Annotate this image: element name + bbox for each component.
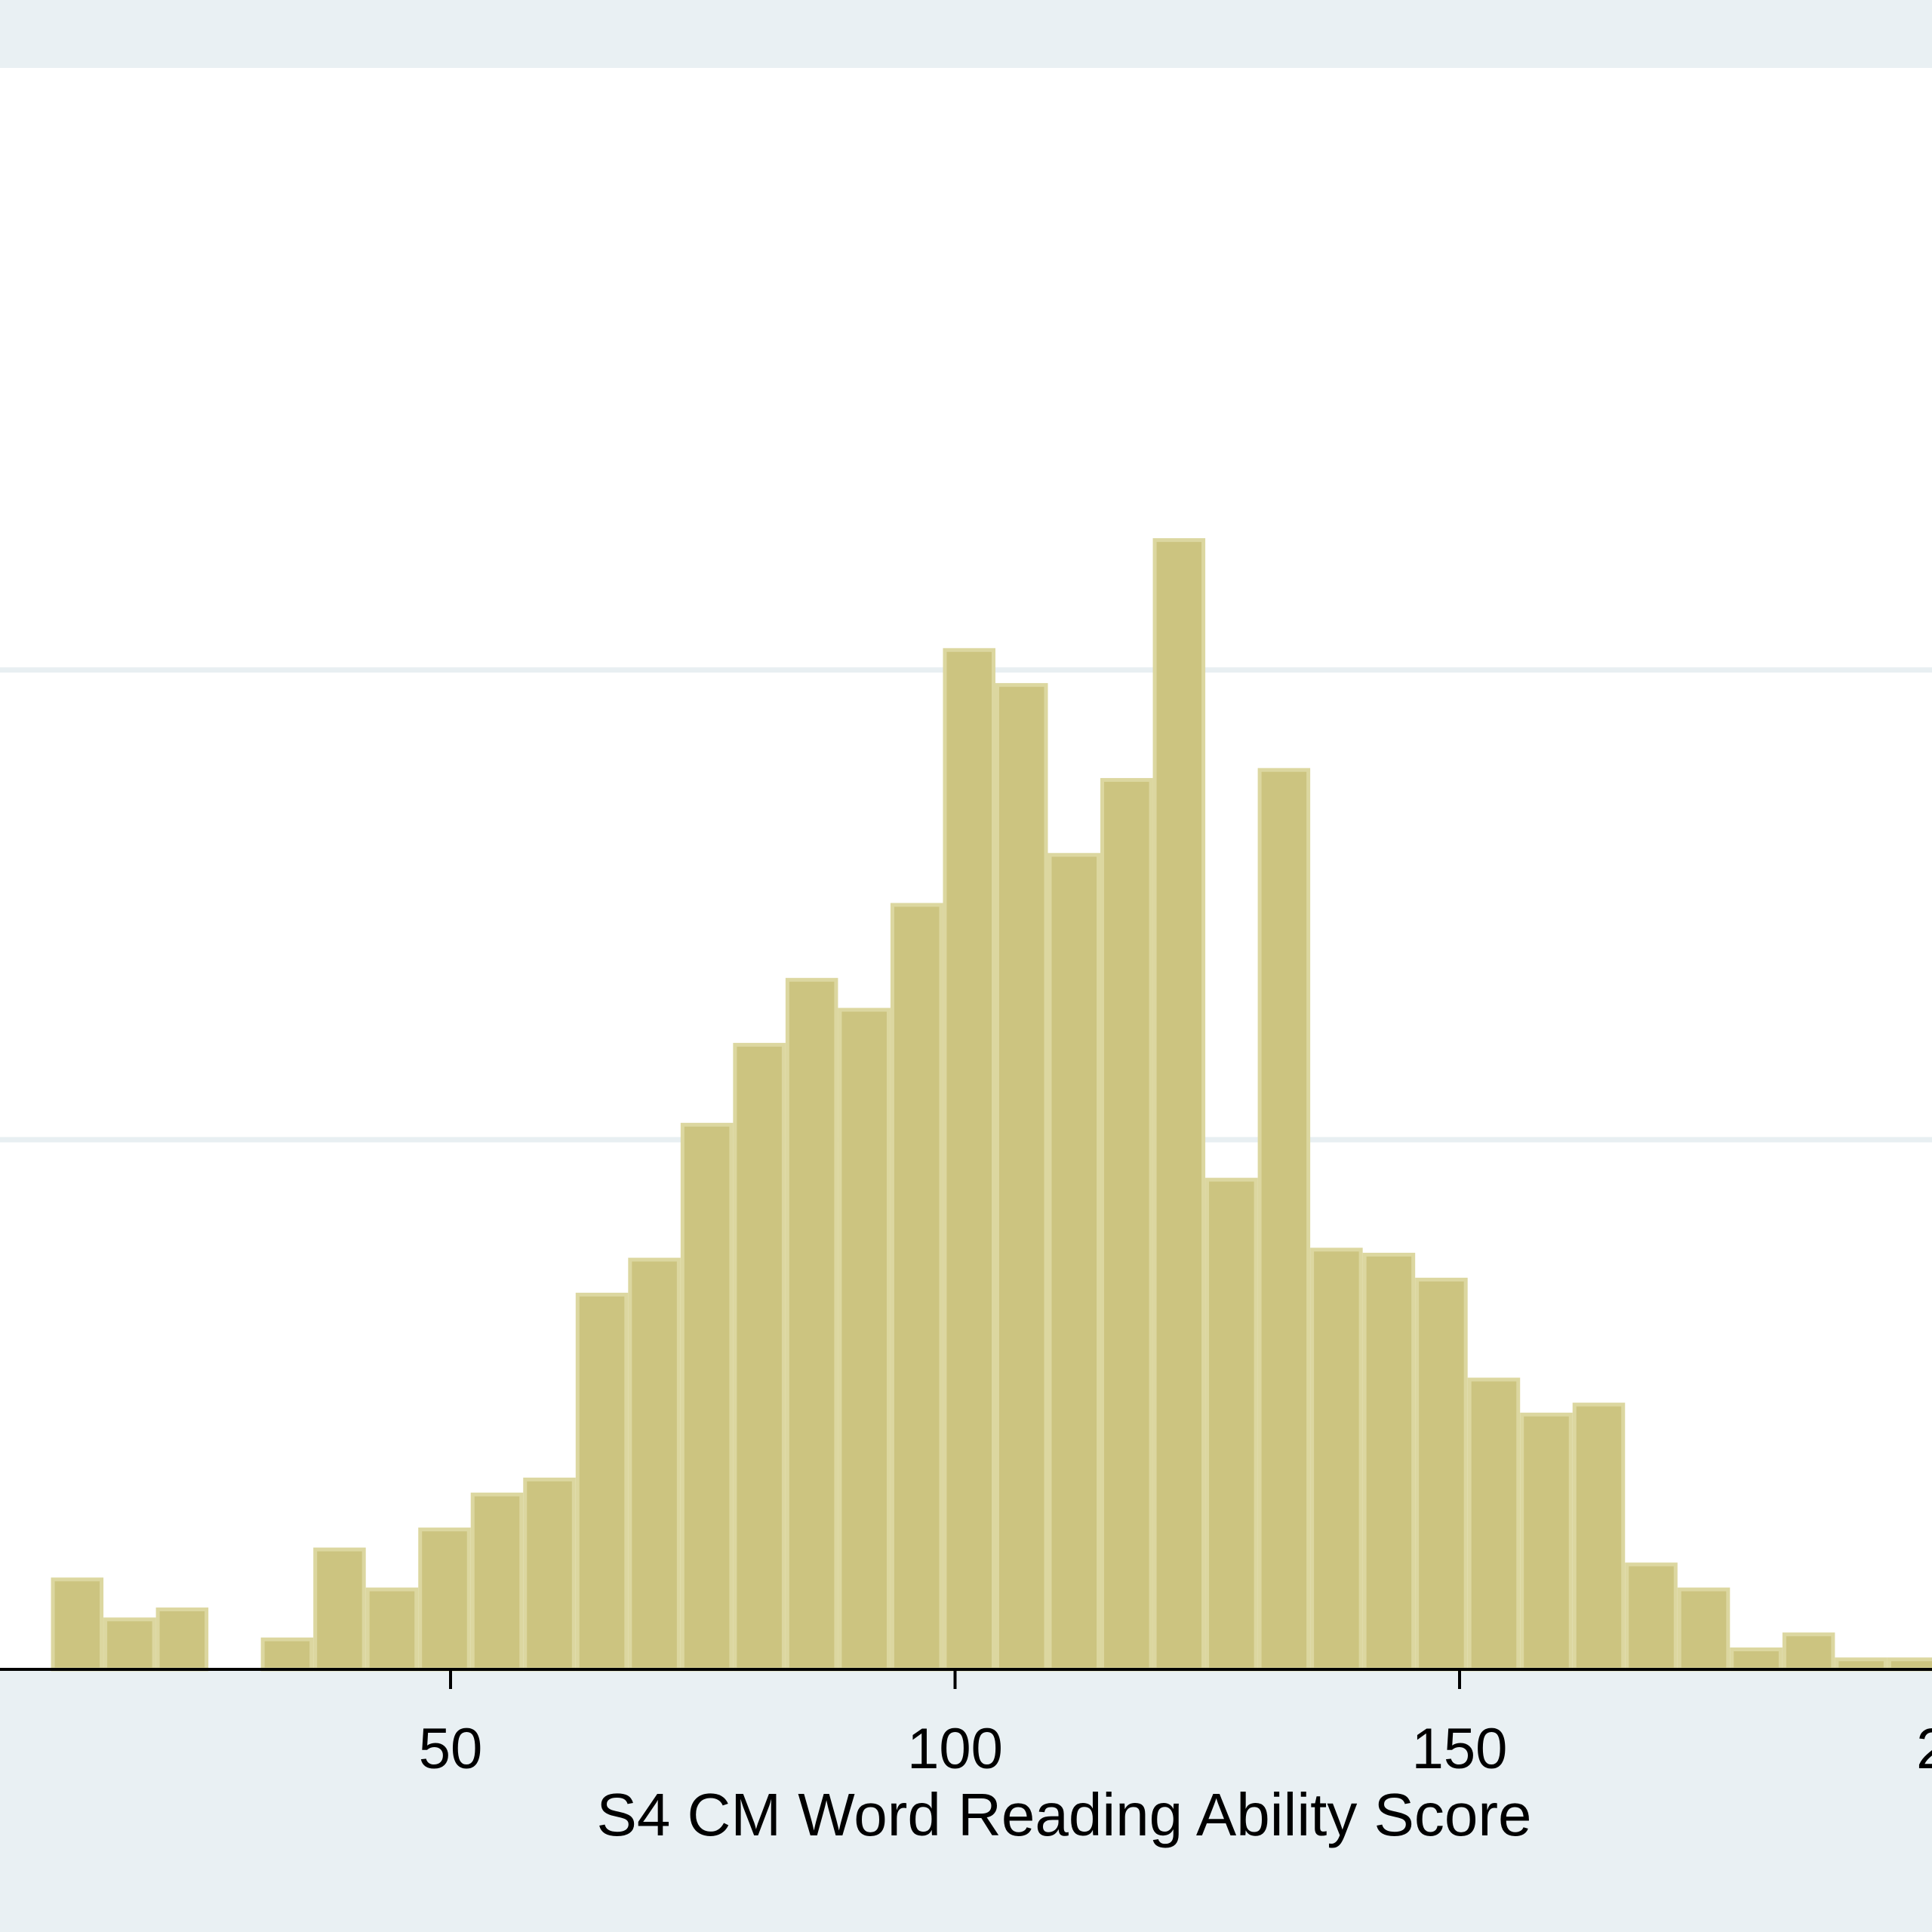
histogram-bar xyxy=(1625,1562,1678,1672)
x-tick-label: 50 xyxy=(419,1717,483,1781)
histogram-bar xyxy=(838,1008,891,1672)
histogram-bar xyxy=(680,1122,734,1672)
histogram-bar xyxy=(1415,1278,1468,1672)
histogram-bar xyxy=(1520,1412,1573,1672)
histogram-bar xyxy=(155,1607,209,1672)
x-tick-label: 150 xyxy=(1412,1717,1508,1781)
histogram-bar xyxy=(995,683,1048,1672)
histogram-bar xyxy=(1467,1377,1521,1672)
histogram-bar xyxy=(365,1587,419,1672)
histogram-bar xyxy=(1310,1247,1363,1672)
histogram-bar xyxy=(1782,1632,1835,1672)
histogram-bar xyxy=(733,1042,786,1672)
histogram-bars xyxy=(51,538,1932,1672)
histogram-bar xyxy=(1100,777,1153,1672)
histogram-bar xyxy=(523,1477,576,1672)
histogram-bar xyxy=(628,1257,681,1672)
histogram-bar xyxy=(418,1527,471,1672)
histogram-bar xyxy=(1257,768,1311,1672)
histogram-bar xyxy=(313,1547,366,1672)
x-tick-label: 100 xyxy=(907,1717,1003,1781)
histogram-bar xyxy=(890,903,943,1672)
histogram-bar xyxy=(1677,1587,1730,1672)
histogram-bar xyxy=(1572,1402,1626,1672)
histogram-bar xyxy=(1362,1252,1416,1672)
histogram-bar xyxy=(1730,1647,1783,1672)
x-axis-title: S4 CM Word Reading Ability Score xyxy=(596,1781,1531,1848)
histogram-bar xyxy=(785,977,838,1672)
histogram-bar xyxy=(575,1292,629,1672)
histogram-bar xyxy=(103,1617,156,1672)
histogram-bar xyxy=(260,1637,314,1672)
histogram-bar xyxy=(1048,853,1101,1672)
x-axis-ticks: 50 100 150 200 xyxy=(419,1669,1932,1781)
x-tick-label: 200 xyxy=(1916,1717,1932,1781)
histogram-bar xyxy=(51,1577,104,1672)
histogram-bar xyxy=(1152,538,1206,1672)
histogram-bar xyxy=(1205,1177,1258,1672)
histogram-bar xyxy=(943,648,995,1672)
histogram-bar xyxy=(470,1492,524,1672)
